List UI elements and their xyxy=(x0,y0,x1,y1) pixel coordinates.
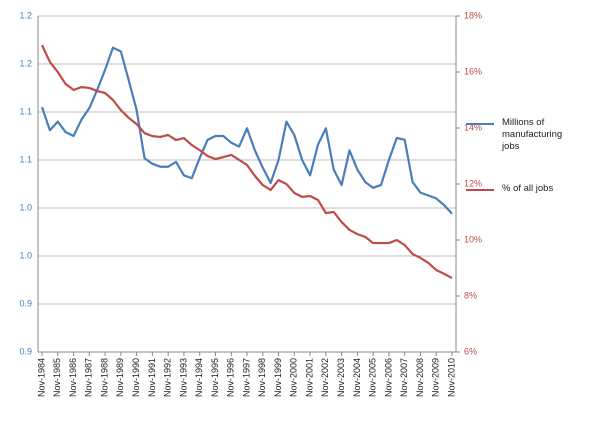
x-tick-label: Nov-1992 xyxy=(163,358,173,397)
x-tick-label: Nov-2002 xyxy=(320,358,330,397)
y-tick-label: 1.0 xyxy=(19,250,32,260)
x-tick-label: Nov-1993 xyxy=(178,358,188,397)
x-tick-label: Nov-1999 xyxy=(273,358,283,397)
legend-entry: % of all jobs xyxy=(466,183,596,195)
x-tick-label: Nov-2003 xyxy=(336,358,346,397)
y2-tick-label: 18% xyxy=(464,10,482,20)
series-line xyxy=(41,44,453,280)
x-tick-label: Nov-2009 xyxy=(431,358,441,397)
x-tick-label: Nov-2000 xyxy=(289,358,299,397)
x-tick-label: Nov-1990 xyxy=(131,358,141,397)
y2-tick-label: 14% xyxy=(464,122,482,132)
x-tick-label: Nov-1987 xyxy=(84,358,94,397)
legend-label: % of all jobs xyxy=(502,183,554,194)
y-tick-label: 0.9 xyxy=(19,298,32,308)
legend-swatch xyxy=(466,189,494,191)
x-tick-label: Nov-1994 xyxy=(194,358,204,397)
x-tick-label: Nov-2001 xyxy=(304,358,314,397)
x-tick-label: Nov-1995 xyxy=(210,358,220,397)
y-tick-label: 1.1 xyxy=(19,154,32,164)
x-tick-label: Nov-1998 xyxy=(257,358,267,397)
y-tick-label: 1.0 xyxy=(19,202,32,212)
y-tick-label: 1.2 xyxy=(19,58,32,68)
x-tick-label: Nov-1989 xyxy=(115,358,125,397)
y2-tick-label: 12% xyxy=(464,178,482,188)
x-tick-label: Nov-1997 xyxy=(241,358,251,397)
x-tick-label: Nov-1984 xyxy=(36,358,46,397)
x-tick-label: Nov-1988 xyxy=(99,358,109,397)
x-tick-label: Nov-1996 xyxy=(226,358,236,397)
legend-swatch xyxy=(466,123,494,125)
y-tick-label: 1.2 xyxy=(19,10,32,20)
y2-tick-label: 16% xyxy=(464,66,482,76)
legend-label: Millions of manufacturing jobs xyxy=(502,117,563,152)
legend-entry: Millions of manufacturing jobs xyxy=(466,117,596,153)
y-tick-label: 0.9 xyxy=(19,346,32,356)
x-tick-label: Nov-1985 xyxy=(52,358,62,397)
y2-tick-label: 6% xyxy=(464,346,477,356)
x-tick-label: Nov-2010 xyxy=(446,358,456,397)
x-tick-label: Nov-2007 xyxy=(399,358,409,397)
x-tick-label: Nov-1986 xyxy=(68,358,78,397)
x-tick-label: Nov-1991 xyxy=(147,358,157,397)
y-tick-label: 1.1 xyxy=(19,106,32,116)
y2-tick-label: 10% xyxy=(464,234,482,244)
y2-tick-label: 8% xyxy=(464,290,477,300)
x-tick-label: Nov-2006 xyxy=(383,358,393,397)
x-tick-label: Nov-2008 xyxy=(415,358,425,397)
series-line xyxy=(40,46,453,215)
x-tick-label: Nov-2004 xyxy=(352,358,362,397)
x-tick-label: Nov-2005 xyxy=(368,358,378,397)
